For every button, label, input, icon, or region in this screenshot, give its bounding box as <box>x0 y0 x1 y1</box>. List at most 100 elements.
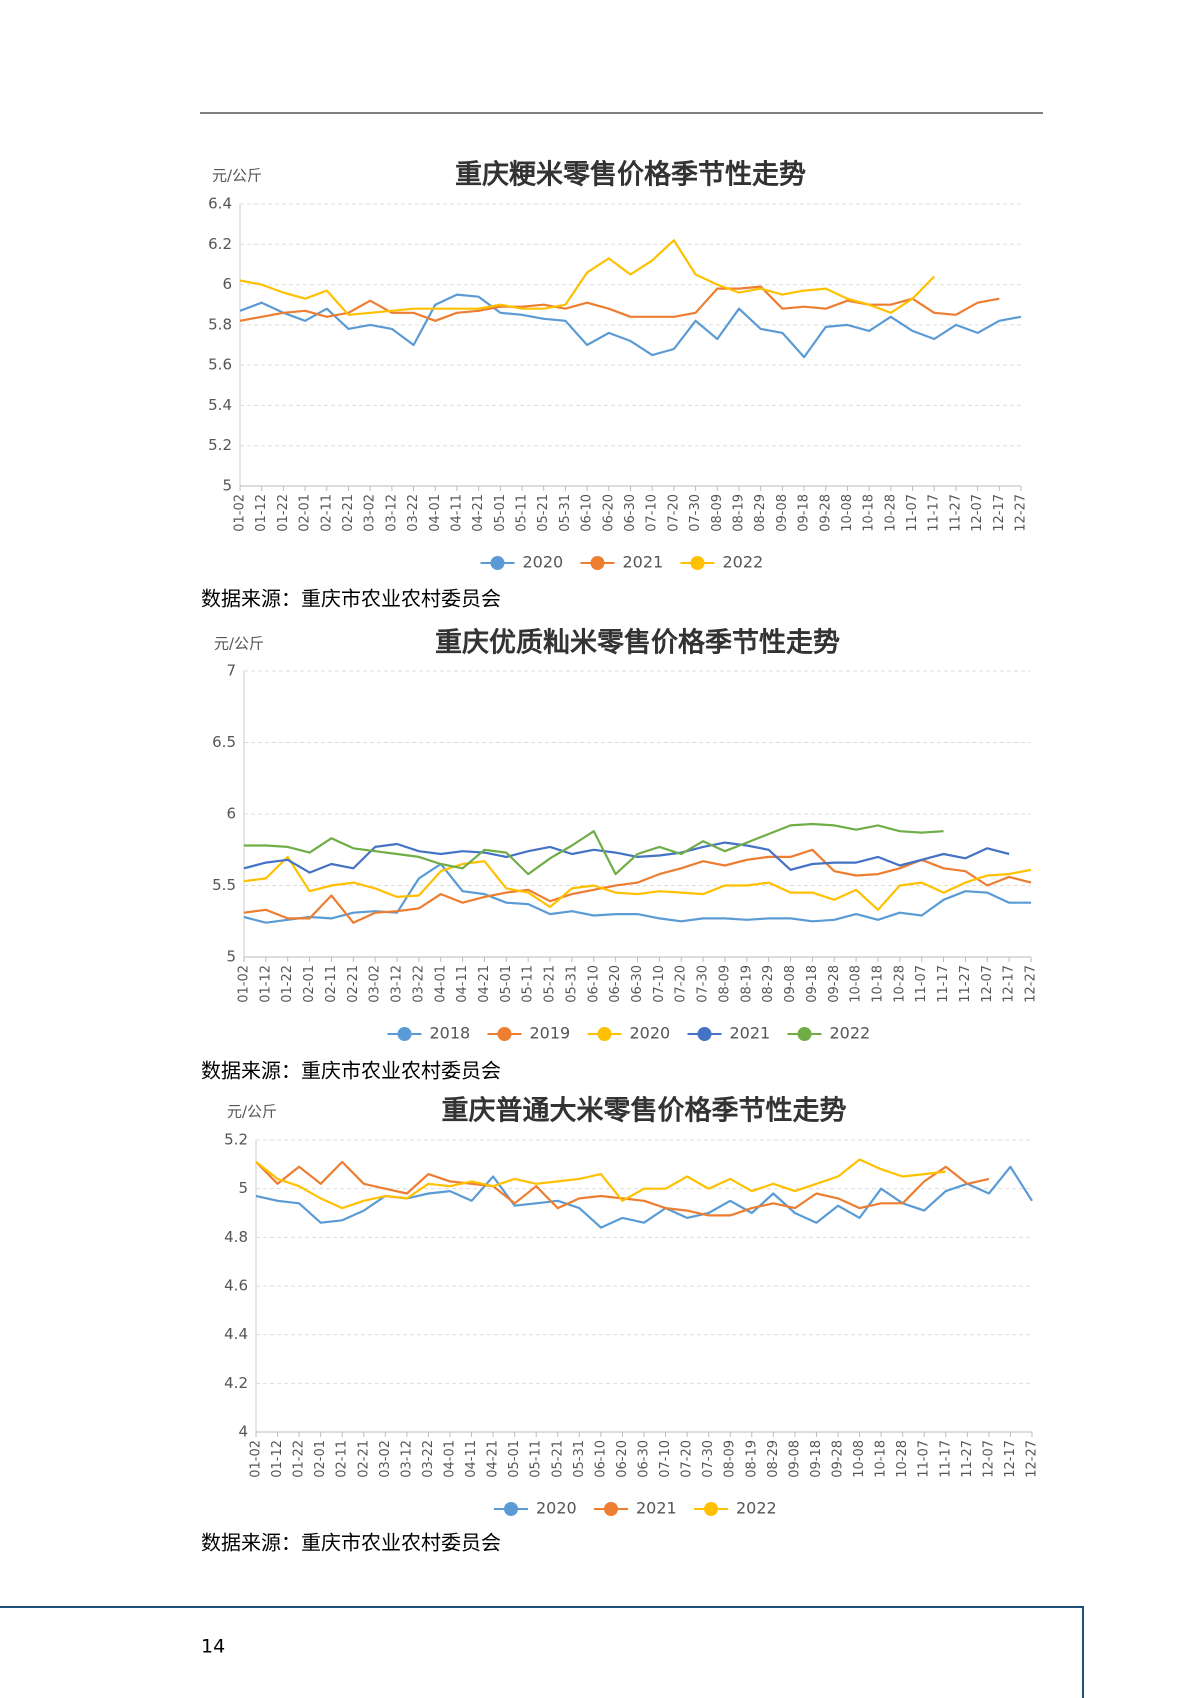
legend: 2018 2019 2020 2021 2022 <box>387 1024 871 1043</box>
x-tick-label: 09-28 <box>827 965 842 1003</box>
x-tick-label: 07-20 <box>674 965 689 1003</box>
legend-symbol <box>497 1027 512 1041</box>
x-tick-label: 11-27 <box>960 1440 975 1478</box>
source-note: 数据来源：重庆市农业农村委员会 <box>201 1059 501 1083</box>
legend-symbol <box>597 1027 612 1041</box>
x-tick-label: 02-11 <box>319 494 334 532</box>
x-tick-label: 12-27 <box>1025 1440 1040 1478</box>
x-tick-label: 04-11 <box>449 494 464 532</box>
x-tick-label: 10-18 <box>862 494 877 532</box>
x-tick-label: 05-31 <box>558 494 573 532</box>
x-tick-label: 02-01 <box>298 494 313 532</box>
x-tick-label: 05-01 <box>493 494 508 532</box>
y-tick-label: 5 <box>222 477 232 495</box>
x-tick-label: 01-22 <box>280 965 295 1003</box>
legend-label: 2022 <box>723 553 764 572</box>
x-tick-label: 02-21 <box>341 494 356 532</box>
x-tick-label: 07-30 <box>701 1440 716 1478</box>
legend: 2020 2021 2022 <box>494 1499 777 1518</box>
y-tick-label: 4.2 <box>224 1374 248 1392</box>
x-tick-label: 11-07 <box>917 1440 932 1478</box>
x-tick-label: 09-08 <box>775 494 790 532</box>
x-tick-label: 04-01 <box>443 1440 458 1478</box>
x-tick-label: 10-08 <box>852 1440 867 1478</box>
legend-symbol <box>504 1502 518 1516</box>
x-tick-label: 01-12 <box>258 965 273 1003</box>
x-tick-label: 11-27 <box>948 494 963 532</box>
x-tick-label: 05-21 <box>550 1440 565 1478</box>
x-tick-label: 12-17 <box>1002 965 1017 1003</box>
y-tick-label: 4.8 <box>224 1228 248 1246</box>
x-tick-label: 07-20 <box>666 494 681 532</box>
chart-title: 重庆粳米零售价格季节性走势 <box>455 159 806 191</box>
x-tick-label: 11-07 <box>905 494 920 532</box>
x-tick-label: 07-30 <box>696 965 711 1003</box>
x-tick-label: 09-08 <box>783 965 798 1003</box>
x-tick-label: 12-07 <box>981 1440 996 1478</box>
x-tick-label: 09-28 <box>831 1440 846 1478</box>
y-tick-label: 5.2 <box>208 436 232 454</box>
x-tick-label: 06-10 <box>580 494 595 532</box>
x-tick-label: 03-12 <box>399 1440 414 1478</box>
series-line <box>255 1158 946 1210</box>
x-tick-label: 05-31 <box>564 965 579 1003</box>
legend-symbol <box>704 1502 718 1516</box>
x-tick-label: 03-22 <box>406 494 421 532</box>
x-tick-label: 07-10 <box>652 965 667 1003</box>
x-tick-label: 06-20 <box>601 494 616 532</box>
legend-symbol <box>397 1027 412 1041</box>
x-tick-label: 04-21 <box>471 494 486 532</box>
x-tick-label: 07-10 <box>658 1440 673 1478</box>
legend-label: 2018 <box>430 1024 471 1043</box>
source-note: 数据来源：重庆市农业农村委员会 <box>201 1531 501 1555</box>
x-tick-label: 10-18 <box>874 1440 889 1478</box>
x-tick-label: 04-01 <box>428 494 443 532</box>
y-tick-label: 6.5 <box>212 733 236 751</box>
x-tick-label: 06-30 <box>630 965 645 1003</box>
legend-symbol <box>697 1027 712 1041</box>
series-line <box>239 239 935 316</box>
x-tick-label: 01-12 <box>254 494 269 532</box>
x-tick-label: 12-07 <box>980 965 995 1003</box>
x-tick-label: 03-02 <box>368 965 383 1003</box>
x-tick-label: 08-19 <box>731 494 746 532</box>
x-tick-label: 08-09 <box>717 965 732 1003</box>
x-tick-label: 09-08 <box>787 1440 802 1478</box>
x-tick-label: 07-20 <box>680 1440 695 1478</box>
x-tick-label: 04-21 <box>486 1440 501 1478</box>
x-tick-label: 09-18 <box>809 1440 824 1478</box>
x-tick-label: 11-17 <box>927 494 942 532</box>
x-tick-label: 05-21 <box>536 494 551 532</box>
x-tick-label: 03-22 <box>411 965 426 1003</box>
x-tick-label: 06-10 <box>593 1440 608 1478</box>
x-tick-label: 10-08 <box>849 965 864 1003</box>
series-line <box>244 822 944 876</box>
legend-label: 2022 <box>830 1024 871 1043</box>
y-tick-label: 7 <box>226 662 236 680</box>
x-tick-label: 10-28 <box>883 494 898 532</box>
series-line <box>255 1160 990 1217</box>
x-tick-label: 09-28 <box>818 494 833 532</box>
x-tick-label: 02-01 <box>302 965 317 1003</box>
legend-symbol <box>604 1502 618 1516</box>
series-line <box>239 285 1000 322</box>
x-tick-label: 03-22 <box>421 1440 436 1478</box>
unit-label: 元/公斤 <box>212 167 262 185</box>
x-tick-label: 06-10 <box>586 965 601 1003</box>
x-tick-label: 11-27 <box>958 965 973 1003</box>
footer-border <box>0 1606 1084 1698</box>
legend-label: 2020 <box>536 1499 577 1518</box>
x-tick-label: 10-18 <box>870 965 885 1003</box>
x-tick-label: 08-09 <box>710 494 725 532</box>
x-tick-label: 02-11 <box>335 1440 350 1478</box>
page-number: 14 <box>201 1636 225 1658</box>
y-tick-label: 5.4 <box>208 396 232 414</box>
x-tick-label: 11-17 <box>936 965 951 1003</box>
x-tick-label: 09-18 <box>797 494 812 532</box>
x-tick-label: 02-01 <box>313 1440 328 1478</box>
x-tick-label: 12-27 <box>1014 494 1029 532</box>
x-tick-label: 08-19 <box>739 965 754 1003</box>
y-tick-label: 5.2 <box>224 1131 248 1149</box>
x-tick-label: 04-11 <box>464 1440 479 1478</box>
y-tick-label: 5 <box>238 1179 248 1197</box>
